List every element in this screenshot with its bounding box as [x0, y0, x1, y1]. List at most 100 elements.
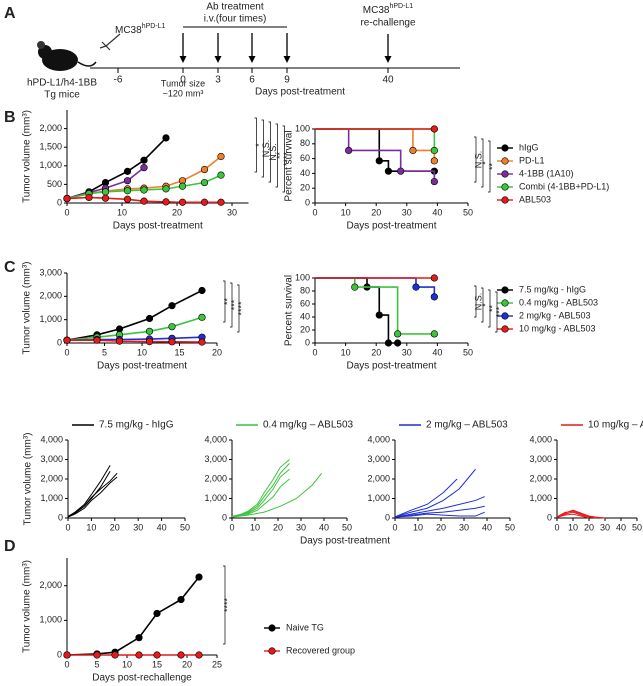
legend-label: 10 mg/kg – ABL503 [588, 420, 643, 431]
significance-label: N.S. [473, 293, 483, 311]
x-tick-label: 0 [64, 347, 69, 357]
rechallenge-label: MC38hPD-L1 [363, 3, 414, 16]
x-tick-label: 40 [432, 347, 442, 357]
chart: 0 500 1,000 1,500 2,000 0 10 20 30 Days post-trea… [22, 110, 292, 232]
legend-label: 2 mg/kg – ABL503 [426, 420, 508, 431]
data-point [123, 195, 132, 203]
y-tick-label: 1,000 [367, 493, 390, 503]
data-point [397, 167, 405, 175]
significance-bracket [488, 140, 491, 193]
x-tick-label: 10 [341, 347, 351, 357]
chart: 0 1,000 2,000 3,000 0 5 10 15 20 Days post-treatm… [22, 262, 247, 372]
x-axis-label: Days post-rechallenge [92, 673, 192, 684]
timeline-day: 40 [382, 75, 394, 86]
chart: 0 1,000 2,000 0 5 10 15 20 25 Days post-rechallen… [22, 558, 355, 684]
y-axis-label: Tumor volume (mm³) [22, 110, 33, 203]
significance-label: **** [236, 301, 246, 316]
data-point [430, 293, 438, 301]
data-point [85, 193, 93, 202]
data-point [177, 651, 185, 659]
timeline-day: 3 [215, 75, 221, 86]
timeline-day: 9 [284, 75, 290, 86]
x-tick-label: 50 [632, 522, 642, 532]
y-tick-label: 3,000 [204, 454, 227, 464]
data-point [178, 198, 187, 206]
data-point [140, 164, 148, 172]
x-tick-label: 30 [402, 347, 412, 357]
inoculation-label: MC38hPD-L1 [115, 23, 166, 36]
x-tick-label: 0 [64, 207, 69, 217]
significance-bracket [254, 117, 257, 173]
x-tick-label: 20 [273, 522, 283, 532]
y-tick-label: 4,000 [367, 434, 390, 444]
legend-label: PD-L1 [519, 155, 545, 165]
y-tick-label: 100 [295, 272, 310, 282]
y-tick-label: 3,000 [40, 454, 63, 464]
x-tick-label: 10 [413, 522, 423, 532]
legend-label: Naive TG [286, 622, 324, 632]
data-point [162, 134, 170, 142]
y-tick-label: 80 [300, 138, 310, 148]
x-tick-label: 20 [436, 522, 446, 532]
significance-label: ** [222, 298, 232, 306]
y-tick-label: 1,000 [204, 493, 227, 503]
legend-label: 2 mg/kg - ABL503 [519, 310, 591, 320]
legend-marker [501, 286, 509, 294]
y-tick-label: 40 [300, 311, 310, 321]
data-point [345, 146, 353, 155]
significance-label: N.S. [473, 151, 483, 169]
y-tick-label: 4,000 [40, 434, 63, 444]
arrow-head [248, 56, 256, 63]
legend-label: 0.4 mg/kg – ABL503 [263, 420, 354, 431]
significance-bracket [474, 136, 477, 183]
significance-bracket [223, 280, 226, 323]
significance-bracket [488, 289, 491, 328]
syringe-icon [99, 33, 121, 51]
panel-label: C [4, 259, 16, 276]
y-tick-label: 500 [47, 179, 62, 189]
timeline-day: -6 [114, 75, 123, 86]
legend-marker [501, 299, 509, 307]
y-tick-label: 60 [300, 153, 310, 163]
significance-bracket [268, 121, 271, 183]
significance-label: N.S. [261, 140, 271, 158]
tumor-size-note: Tumor size [161, 78, 205, 88]
data-point [168, 302, 176, 310]
significance-label: ** [487, 305, 497, 313]
data-point [384, 339, 393, 347]
significance-bracket [282, 125, 285, 193]
x-tick-label: 0 [554, 522, 559, 532]
data-point [135, 651, 143, 659]
chart: 0 20 40 60 80 100 0 10 20 30 40 50 Days post-treatme… [284, 123, 610, 231]
y-tick-label: 2,000 [367, 473, 390, 483]
data-point [162, 185, 170, 193]
data-point [394, 330, 402, 338]
chart: 0 1,000 2,000 3,000 4,000 0 10 20 30 40 50 2 mg/kg … [367, 420, 515, 533]
data-point [123, 167, 132, 175]
data-point [63, 336, 71, 344]
y-tick-label: 3,000 [529, 454, 552, 464]
mouse-curve [394, 478, 458, 518]
arrow-head [179, 56, 187, 63]
y-tick-label: 0 [57, 337, 62, 347]
arrow-head [214, 56, 222, 63]
mouse-curve [231, 463, 290, 518]
data-point [101, 188, 110, 196]
series-line [67, 339, 203, 343]
data-point [177, 595, 185, 604]
y-tick-label: 80 [300, 285, 310, 295]
x-tick-label: 20 [371, 207, 381, 217]
x-tick-label: 40 [319, 522, 329, 532]
y-tick-label: 1,000 [529, 493, 552, 503]
data-point [140, 186, 148, 194]
data-point [430, 125, 438, 133]
data-point [145, 327, 154, 335]
y-tick-label: 20 [300, 324, 310, 334]
y-tick-label: 2,000 [529, 473, 552, 483]
x-tick-label: 10 [250, 522, 260, 532]
x-tick-label: 20 [371, 347, 381, 357]
significance-bracket [237, 284, 240, 333]
y-tick-label: 20 [300, 183, 310, 193]
mouse-curve [394, 505, 485, 518]
